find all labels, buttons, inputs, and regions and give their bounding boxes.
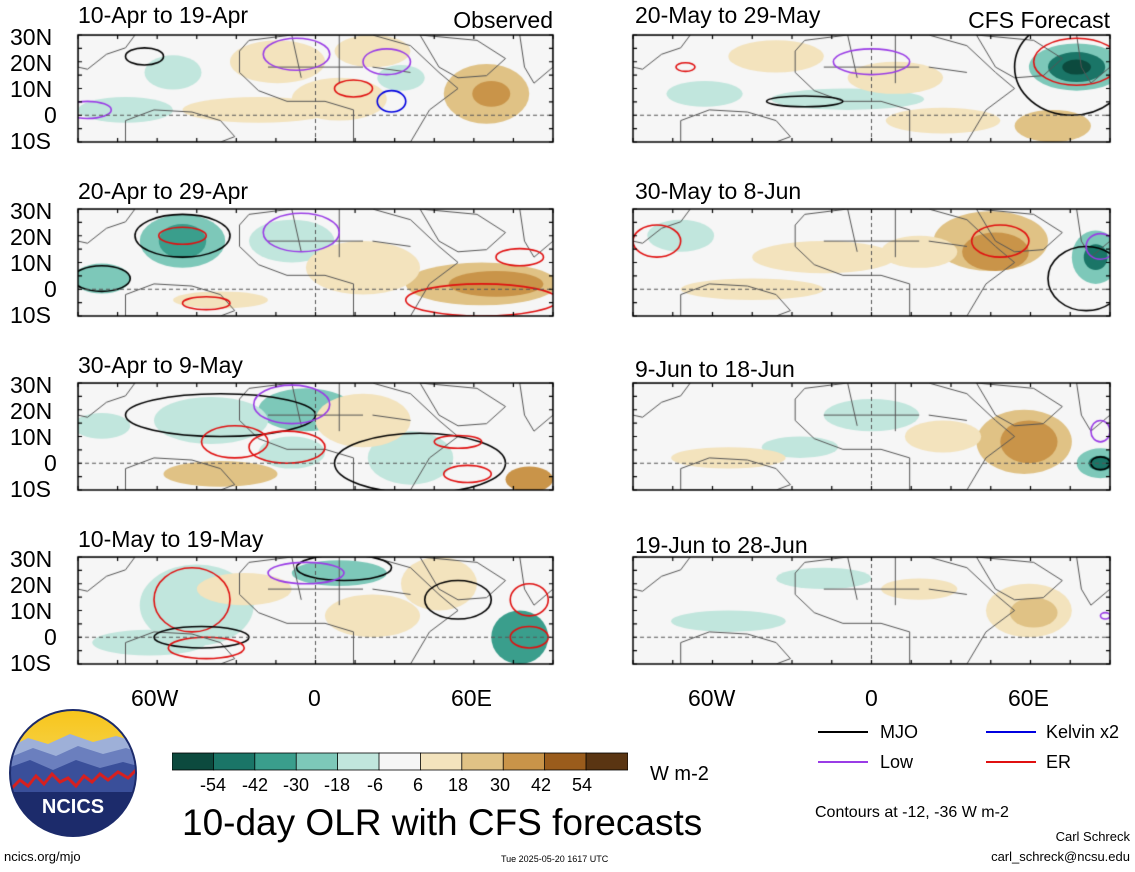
lat-label: 30N bbox=[10, 546, 53, 572]
colorbar-swatch bbox=[461, 752, 505, 771]
lat-label: 0 bbox=[44, 276, 57, 302]
timestamp: Tue 2025-05-20 1617 UTC bbox=[501, 854, 609, 864]
lat-label: 30N bbox=[10, 198, 53, 224]
panel-title: 10-May to 19-May bbox=[78, 526, 264, 552]
lat-label: 10N bbox=[10, 250, 53, 276]
colorbar-swatch bbox=[585, 752, 628, 771]
colorbar-label: 42 bbox=[531, 775, 552, 795]
lat-label: 20N bbox=[10, 398, 53, 424]
contour-note: Contours at -12, -36 W m-2 bbox=[815, 804, 1009, 821]
legend-swatches bbox=[818, 731, 1036, 763]
lat-label: 0 bbox=[44, 450, 57, 476]
colorbar-label: -42 bbox=[242, 775, 269, 795]
lat-label: 20N bbox=[10, 224, 53, 250]
author: Carl Schreck bbox=[1055, 829, 1130, 844]
panel-title: 19-Jun to 28-Jun bbox=[635, 532, 808, 558]
panel-title: 9-Jun to 18-Jun bbox=[635, 356, 795, 382]
lat-label: 10N bbox=[10, 76, 53, 102]
colorbar-unit: W m-2 bbox=[650, 763, 709, 785]
colorbar-swatch bbox=[337, 752, 380, 771]
colorbar-label: -6 bbox=[367, 775, 384, 795]
panel-title: 20-Apr to 29-Apr bbox=[78, 178, 249, 204]
lon-label: 60W bbox=[688, 685, 736, 711]
lat-label: 0 bbox=[44, 102, 57, 128]
colorbar-swatch bbox=[213, 752, 256, 771]
lat-label: 20N bbox=[10, 572, 53, 598]
colorbar-label: 6 bbox=[413, 775, 424, 795]
colorbar-swatch bbox=[544, 752, 587, 771]
lon-label: 60E bbox=[451, 685, 492, 711]
colorbar-label: -18 bbox=[324, 775, 351, 795]
ncics-logo: NCICS bbox=[9, 709, 137, 837]
lat-label: 0 bbox=[44, 624, 57, 650]
colorbar-label: 54 bbox=[572, 775, 593, 795]
observed-label: Observed bbox=[453, 7, 553, 33]
lon-label: 60W bbox=[131, 685, 179, 711]
panel-title: 30-May to 8-Jun bbox=[635, 178, 802, 204]
logo-text: NCICS bbox=[42, 796, 104, 818]
panel-title: 20-May to 29-May bbox=[635, 2, 821, 28]
legend-label-low: Low bbox=[880, 752, 914, 772]
site-url: ncics.org/mjo bbox=[4, 849, 81, 864]
forecast-label: CFS Forecast bbox=[968, 7, 1110, 33]
colorbar-label: -30 bbox=[283, 775, 310, 795]
colorbar-swatch bbox=[295, 752, 339, 771]
legend-label-mjo: MJO bbox=[880, 722, 918, 742]
lat-label: 10S bbox=[10, 650, 51, 676]
colorbar-swatch bbox=[419, 752, 463, 771]
colorbar-label: -54 bbox=[200, 775, 227, 795]
colorbar-swatch bbox=[378, 752, 422, 771]
colorbar-label: 18 bbox=[448, 775, 469, 795]
panel-title: 10-Apr to 19-Apr bbox=[78, 2, 249, 28]
lat-label: 10S bbox=[10, 128, 51, 154]
figure-title: 10-day OLR with CFS forecasts bbox=[182, 802, 703, 843]
lon-label: 0 bbox=[865, 685, 878, 711]
colorbar-swatch bbox=[254, 752, 298, 771]
lat-label: 10N bbox=[10, 424, 53, 450]
lat-label: 30N bbox=[10, 24, 53, 50]
lat-label: 10S bbox=[10, 302, 51, 328]
colorbar-swatch bbox=[502, 752, 546, 771]
lat-label: 20N bbox=[10, 50, 53, 76]
lat-label: 10S bbox=[10, 476, 51, 502]
colorbar bbox=[172, 752, 628, 771]
colorbar-swatch bbox=[172, 752, 215, 771]
lat-label: 30N bbox=[10, 372, 53, 398]
lon-label: 60E bbox=[1008, 685, 1049, 711]
legend-label-kelvin: Kelvin x2 bbox=[1046, 722, 1120, 742]
lon-label: 0 bbox=[308, 685, 321, 711]
lat-label: 10N bbox=[10, 598, 53, 624]
legend-label-er: ER bbox=[1046, 752, 1072, 772]
email: carl_schreck@ncsu.edu bbox=[991, 849, 1130, 864]
panel-title: 30-Apr to 9-May bbox=[78, 352, 243, 378]
colorbar-label: 30 bbox=[490, 775, 511, 795]
